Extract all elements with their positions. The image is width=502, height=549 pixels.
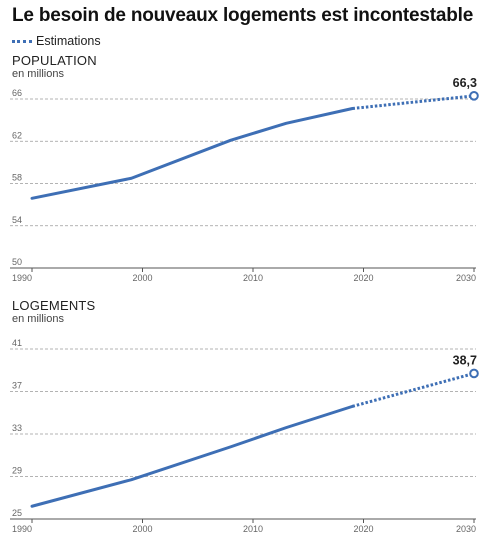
x-tick-label: 2020 [353, 524, 373, 534]
population-unit-label: en millions [12, 68, 64, 80]
population-chart: 50 54 58 62 66 1990 2000 2010 2020 2030 66,3 [10, 76, 479, 283]
y-tick-label: 25 [12, 508, 22, 518]
x-tick-label: 2010 [243, 524, 263, 534]
x-tick-label: 1990 [12, 273, 32, 283]
logements-unit-label: en millions [12, 313, 64, 325]
y-tick-label: 41 [12, 338, 22, 348]
population-series-line [30, 107, 354, 200]
y-tick-label: 66 [12, 88, 22, 98]
logements-panel-title: LOGEMENTS [12, 298, 96, 313]
x-tick-label: 2030 [456, 524, 476, 534]
legend-dotted-line-swatch [12, 39, 32, 43]
y-tick-label: 33 [12, 423, 22, 433]
population-end-point [469, 91, 479, 101]
y-tick-label: 29 [12, 466, 22, 476]
logements-end-label: 38,7 [453, 353, 477, 367]
logements-estimate-line [352, 371, 475, 408]
y-tick-label: 54 [12, 215, 22, 225]
x-tick-label: 2020 [353, 273, 373, 283]
logements-series-line [30, 404, 354, 508]
logements-chart: 25 29 33 37 41 1990 2000 2010 2020 2030 38,7 [10, 338, 479, 534]
x-tick-label: 2010 [243, 273, 263, 283]
legend-label: Estimations [36, 34, 101, 48]
population-estimate-line [352, 94, 475, 110]
x-tick-label: 2000 [132, 524, 152, 534]
population-panel-title: POPULATION [12, 53, 97, 68]
population-end-label: 66,3 [453, 76, 477, 90]
x-tick-label: 2000 [132, 273, 152, 283]
legend: Estimations [12, 33, 101, 49]
y-tick-label: 58 [12, 173, 22, 183]
y-tick-label: 62 [12, 130, 22, 140]
x-tick-label: 1990 [12, 524, 32, 534]
chart-title: Le besoin de nouveaux logements est inco… [12, 5, 474, 26]
logements-end-point [469, 368, 479, 379]
y-tick-label: 50 [12, 257, 22, 267]
x-tick-label: 2030 [456, 273, 476, 283]
y-tick-label: 37 [12, 381, 22, 391]
